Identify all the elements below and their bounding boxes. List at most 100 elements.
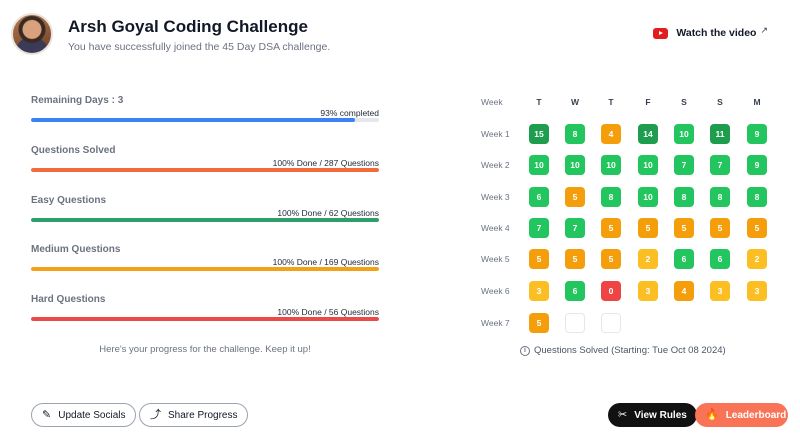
calendar-cell: 5 — [747, 218, 767, 238]
calendar-cell: 14 — [638, 124, 658, 144]
calendar-cell: 9 — [747, 124, 767, 144]
share-progress-button[interactable]: ⤴ Share Progress — [139, 403, 249, 427]
day-header: W — [570, 97, 580, 107]
week-label: Week 6 — [481, 286, 510, 296]
calendar-cell: 3 — [710, 281, 730, 301]
stat-label: Medium Questions — [31, 244, 121, 255]
progress-bar-fill — [31, 118, 355, 122]
page-title: Arsh Goyal Coding Challenge — [68, 17, 308, 36]
page-subtitle: You have successfully joined the 45 Day … — [68, 41, 331, 53]
calendar-cell: 7 — [565, 218, 585, 238]
calendar-cell: 3 — [529, 281, 549, 301]
calendar-cell: 3 — [638, 281, 658, 301]
calendar-cell: 5 — [565, 187, 585, 207]
calendar-cell: 11 — [710, 124, 730, 144]
calendar-cell: 8 — [674, 187, 694, 207]
progress-bar — [31, 218, 379, 222]
fire-icon: 🔥 — [705, 408, 719, 421]
week-column-header: Week — [481, 97, 503, 107]
calendar-cell: 5 — [601, 218, 621, 238]
stat-progress-text: 93% completed — [320, 108, 379, 118]
stat-row: Easy Questions 100% Done / 62 Questions — [31, 195, 379, 225]
calendar-cell: 9 — [747, 155, 767, 175]
calendar-cell: 2 — [747, 249, 767, 269]
external-link-icon: ↗ — [760, 24, 768, 35]
calendar-cell: 7 — [710, 155, 730, 175]
progress-bar — [31, 267, 379, 271]
leaderboard-label: Leaderboard — [725, 409, 787, 421]
calendar-cell: 6 — [710, 249, 730, 269]
share-progress-label: Share Progress — [168, 409, 238, 421]
week-label: Week 1 — [481, 129, 510, 139]
calendar-cell: 5 — [601, 249, 621, 269]
progress-bar — [31, 118, 379, 122]
calendar-cell-empty — [601, 313, 621, 333]
calendar-cell: 5 — [529, 249, 549, 269]
calendar-cell: 5 — [565, 249, 585, 269]
progress-bar — [31, 168, 379, 172]
week-label: Week 2 — [481, 160, 510, 170]
day-header: F — [645, 97, 651, 107]
calendar-cell-empty — [565, 313, 585, 333]
calendar-cell: 10 — [601, 155, 621, 175]
week-label: Week 5 — [481, 254, 510, 264]
stat-row: Questions Solved 100% Done / 287 Question… — [31, 145, 379, 175]
update-socials-button[interactable]: ✎ Update Socials — [31, 403, 137, 427]
calendar-cell: 10 — [565, 155, 585, 175]
edit-icon: ✎ — [42, 408, 52, 421]
watch-video-link[interactable]: Watch the video ↗ — [653, 24, 772, 39]
calendar-cell: 5 — [529, 313, 549, 333]
info-icon: i — [520, 345, 530, 356]
calendar-cell: 10 — [674, 124, 694, 144]
stat-progress-text: 100% Done / 287 Questions — [272, 158, 379, 168]
progress-bar-fill — [31, 218, 379, 222]
calendar-cell: 5 — [710, 218, 730, 238]
stat-label: Easy Questions — [31, 195, 107, 206]
share-icon: ⤴ — [150, 408, 161, 421]
progress-bar-fill — [31, 317, 379, 321]
stat-progress-text: 100% Done / 169 Questions — [272, 257, 379, 267]
calendar-cell: 6 — [674, 249, 694, 269]
calendar-cell: 4 — [674, 281, 694, 301]
update-socials-label: Update Socials — [58, 409, 126, 421]
stat-row: Medium Questions 100% Done / 169 Question… — [31, 244, 379, 274]
progress-bar — [31, 317, 379, 321]
calendar-legend-text: Questions Solved (Starting: Tue Oct 08 2… — [534, 345, 726, 356]
week-label: Week 7 — [481, 318, 510, 328]
stat-row: Remaining Days : 3 93% completed — [31, 95, 379, 125]
progress-bar-fill — [31, 267, 379, 271]
week-label: Week 4 — [481, 223, 510, 233]
calendar-cell: 5 — [674, 218, 694, 238]
week-label: Week 3 — [481, 192, 510, 202]
stat-label: Questions Solved — [31, 145, 116, 156]
calendar-cell: 5 — [638, 218, 658, 238]
calendar-cell: 8 — [601, 187, 621, 207]
view-rules-label: View Rules — [634, 409, 687, 421]
tools-icon: ✂ — [618, 408, 628, 421]
calendar-cell: 7 — [529, 218, 549, 238]
calendar-cell: 4 — [601, 124, 621, 144]
calendar-cell: 10 — [529, 155, 549, 175]
day-header: T — [536, 97, 542, 107]
calendar-cell: 10 — [638, 187, 658, 207]
stat-row: Hard Questions 100% Done / 56 Questions — [31, 294, 379, 324]
stat-progress-text: 100% Done / 56 Questions — [277, 307, 379, 317]
day-header: S — [717, 97, 723, 107]
stat-label: Hard Questions — [31, 294, 106, 305]
calendar-cell: 10 — [638, 155, 658, 175]
view-rules-button[interactable]: ✂ View Rules — [608, 403, 697, 427]
leaderboard-button[interactable]: 🔥 Leaderboard — [695, 403, 788, 427]
progress-bar-fill — [31, 168, 379, 172]
calendar-cell: 15 — [529, 124, 549, 144]
calendar-cell: 6 — [565, 281, 585, 301]
calendar-cell: 7 — [674, 155, 694, 175]
calendar-cell: 3 — [747, 281, 767, 301]
calendar-cell: 8 — [710, 187, 730, 207]
stat-label: Remaining Days : 3 — [31, 95, 124, 106]
watch-video-label: Watch the video — [676, 27, 757, 39]
calendar-legend: i Questions Solved (Starting: Tue Oct 08… — [520, 345, 726, 356]
day-header: M — [753, 97, 761, 107]
day-header: S — [681, 97, 687, 107]
day-header: T — [608, 97, 614, 107]
calendar-cell: 2 — [638, 249, 658, 269]
